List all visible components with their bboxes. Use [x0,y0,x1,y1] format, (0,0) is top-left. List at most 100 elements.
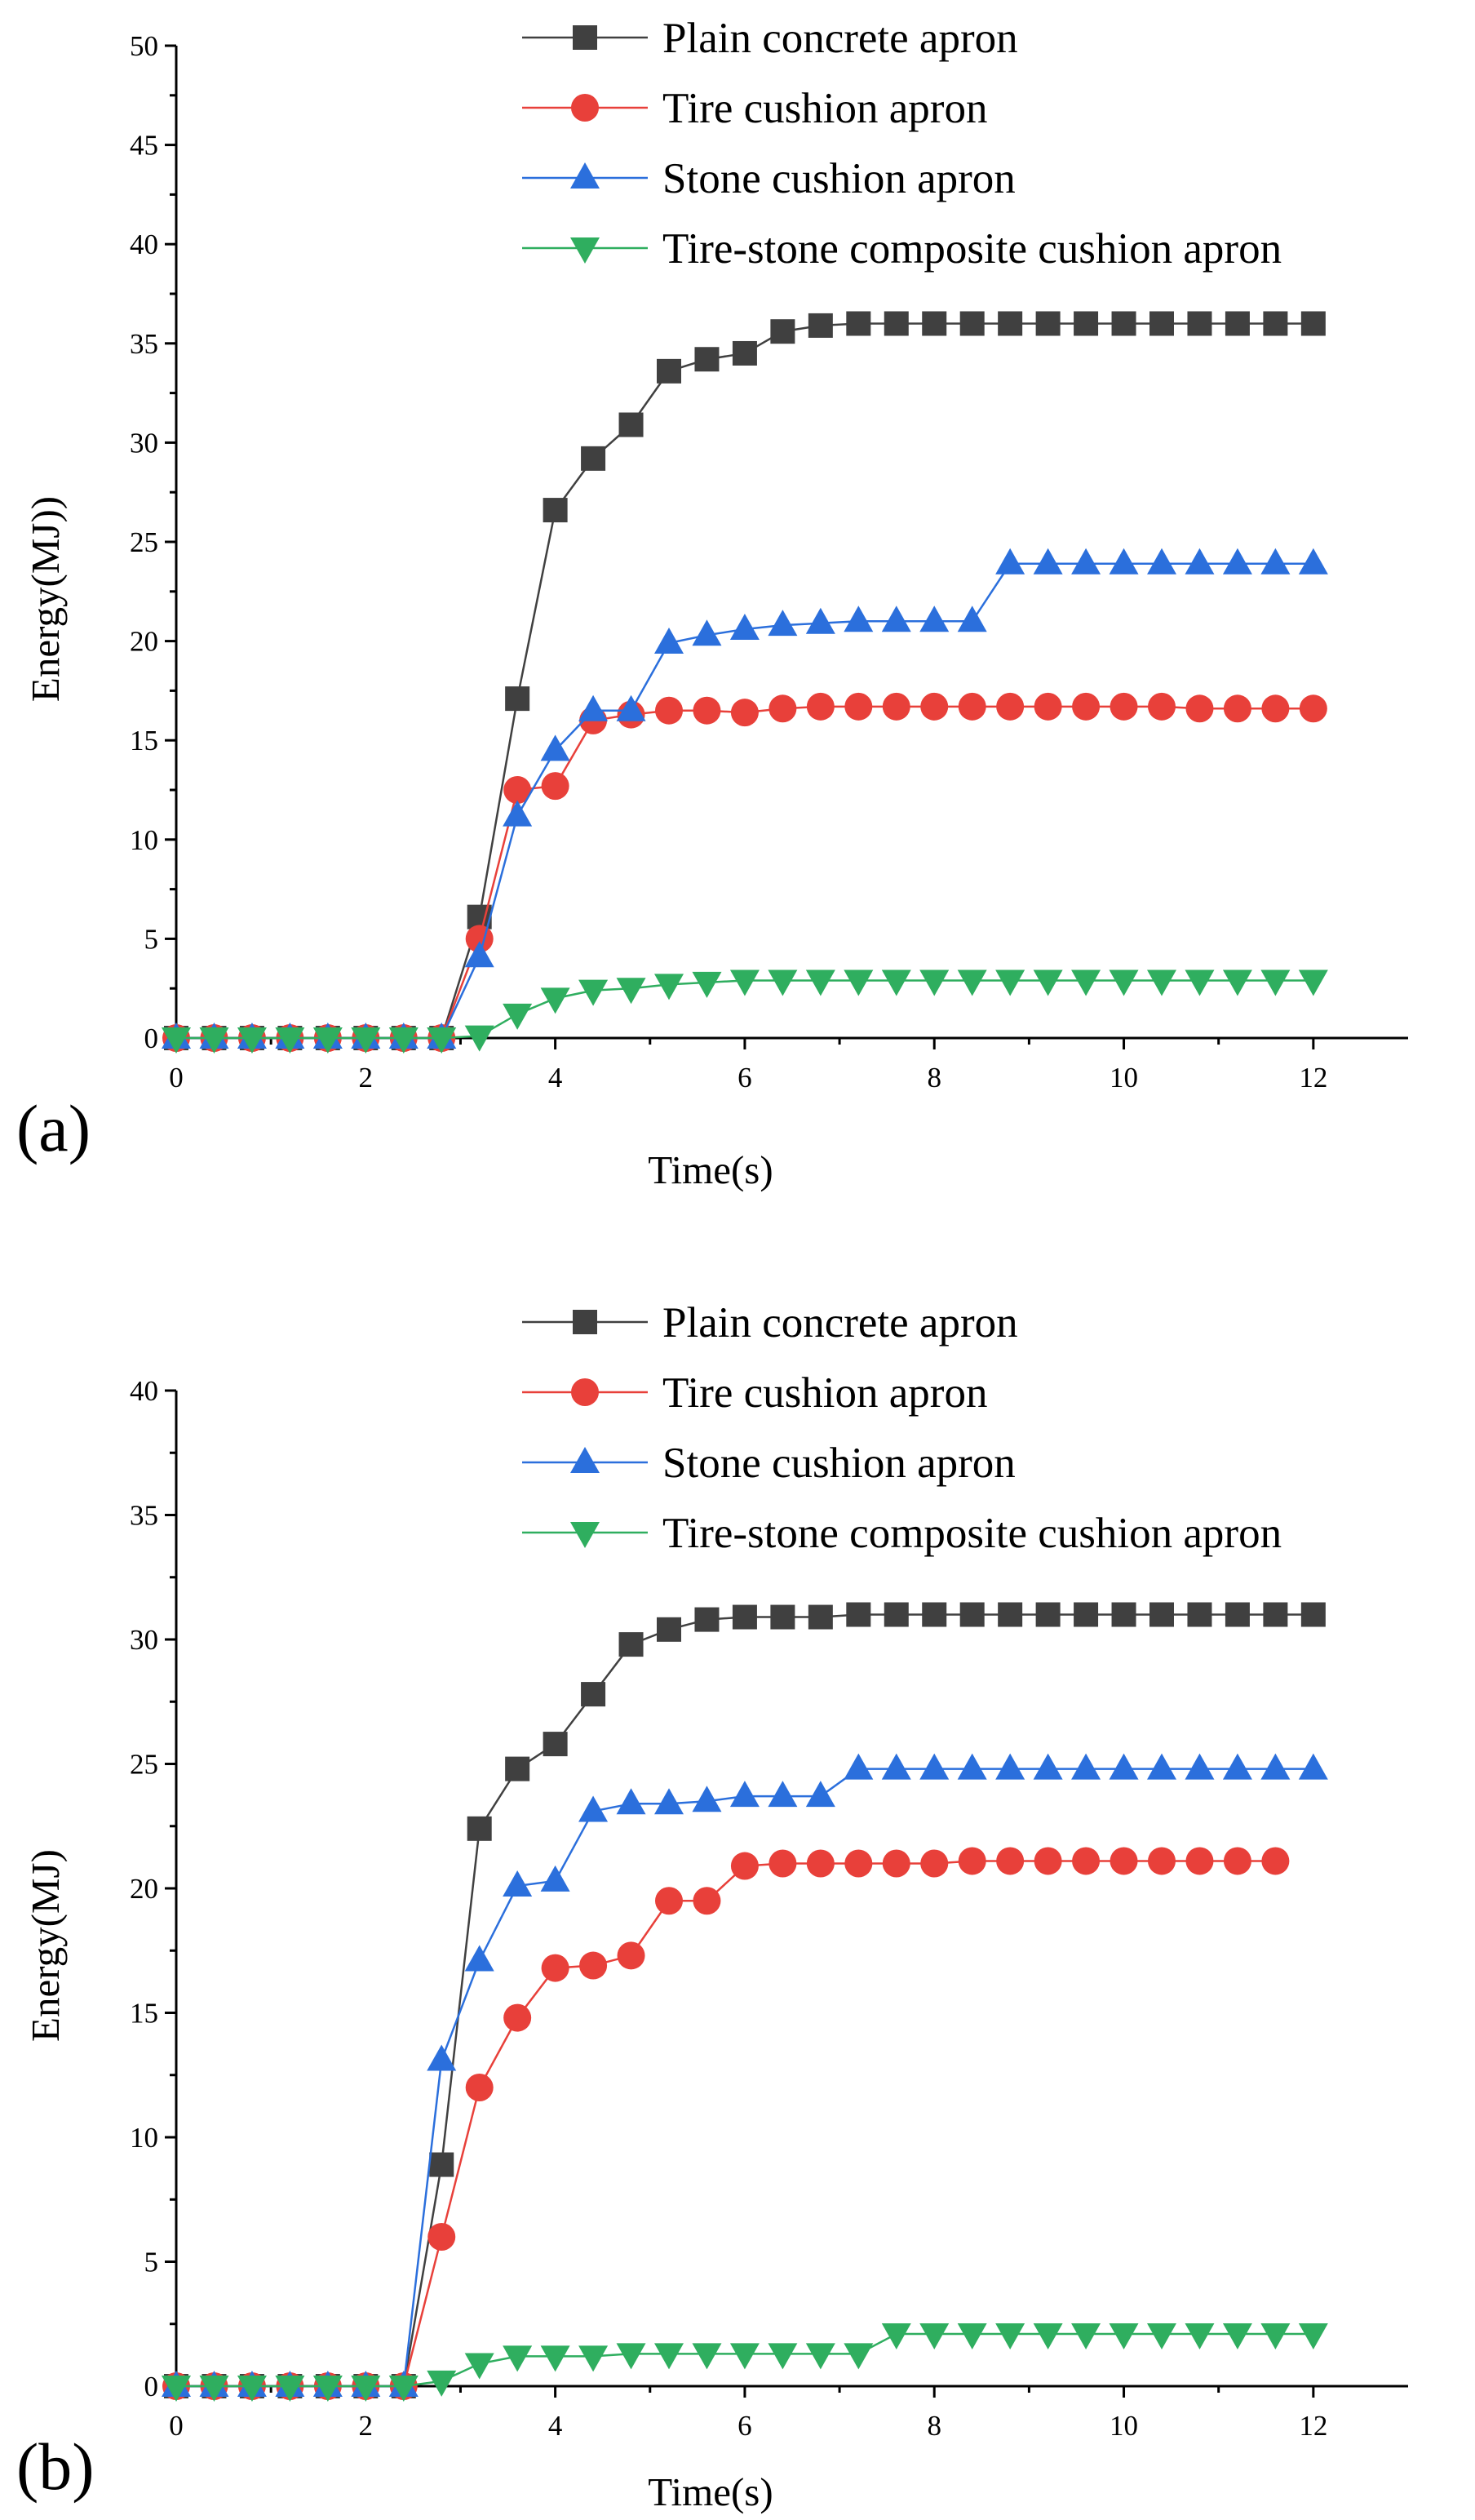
data-point-tire [503,776,532,804]
data-point-composite [692,971,722,998]
data-point-composite [919,969,950,996]
x-tick-label: 2 [359,2410,374,2442]
data-point-plain [884,1602,909,1627]
data-point-stone [805,1781,835,1808]
x-tick-label: 8 [927,1062,941,1094]
data-point-tire [427,2223,456,2251]
data-point-plain [732,340,757,366]
data-point-plain [1300,1602,1326,1627]
data-point-stone [995,1753,1025,1780]
y-tick-label: 20 [130,626,158,658]
data-point-composite [578,979,609,1006]
data-point-composite [995,2323,1025,2349]
data-point-plain [581,446,606,471]
data-point-composite [1147,2323,1176,2349]
y-tick-label: 30 [130,1624,158,1656]
data-point-plain [1035,1602,1061,1627]
data-point-stone [1185,548,1215,575]
legend: Plain concrete apron Tire cushion apron St… [522,15,1282,273]
data-point-composite [1185,2323,1215,2349]
data-point-stone [957,1753,987,1780]
data-point-tire [1110,1847,1138,1875]
data-point-composite [654,2343,684,2370]
data-point-plain [1074,311,1099,336]
data-point-plain [1225,311,1250,336]
data-point-plain [998,1602,1023,1627]
data-point-composite [540,2345,570,2372]
data-point-plain [922,311,947,336]
data-point-composite [768,969,798,996]
data-point-tire [920,1849,949,1878]
data-point-tire [730,1852,759,1880]
data-point-stone [1147,548,1176,575]
y-tick-label: 0 [144,2371,159,2402]
data-point-composite [844,969,874,996]
x-tick-label: 12 [1299,2410,1327,2442]
legend-label-stone: Stone cushion apron [662,1440,1016,1487]
data-point-composite [1260,2323,1291,2349]
data-point-composite [1260,969,1291,996]
data-point-tire [1148,692,1176,721]
data-point-tire [617,1941,645,1970]
y-tick-label: 40 [130,1375,158,1407]
data-point-stone [540,1865,570,1892]
data-point-stone [919,1753,950,1780]
data-point-plain [1149,311,1174,336]
legend-marker-stone [570,1447,600,1473]
data-point-composite [1222,969,1252,996]
x-axis-label: Time(s) [648,1147,773,1192]
data-point-composite [1071,2323,1101,2349]
data-point-tire [655,696,683,725]
data-point-composite [881,969,911,996]
data-point-stone [1033,548,1063,575]
data-point-composite [199,1027,229,1054]
data-point-composite [275,1027,305,1054]
data-point-stone [919,606,950,632]
data-point-plain [770,319,795,344]
data-point-stone [1109,548,1139,575]
data-point-composite [616,978,646,1005]
data-point-stone [1260,548,1291,575]
data-point-plain [1035,311,1061,336]
data-point-stone [578,694,609,721]
data-point-tire [1034,692,1062,721]
data-point-plain [657,1617,681,1642]
legend-marker-composite [570,237,600,264]
data-point-composite [1071,969,1101,996]
data-point-plain [998,311,1023,336]
legend-label-plain: Plain concrete apron [662,1299,1018,1347]
data-point-tire [844,1849,873,1878]
data-point-stone [1298,1753,1328,1780]
y-tick-label: 25 [130,1749,158,1781]
y-tick-label: 45 [130,130,158,162]
data-point-stone [995,548,1025,575]
data-point-composite [388,1027,419,1054]
x-tick-label: 8 [927,2410,941,2442]
y-tick-label: 15 [130,1998,158,2030]
data-point-plain [1187,1602,1212,1627]
data-point-plain [429,2152,454,2177]
x-tick-label: 10 [1110,1062,1138,1094]
x-tick-label: 4 [548,2410,563,2442]
data-point-composite [237,2376,267,2402]
y-tick-label: 35 [130,328,158,360]
data-point-tire [1261,1847,1290,1875]
x-tick-label: 2 [359,1062,374,1094]
data-point-plain [694,347,720,372]
data-point-tire [769,1849,797,1878]
data-point-stone [1071,1753,1101,1780]
data-point-composite [1033,969,1063,996]
data-point-composite [503,2345,533,2372]
data-point-tire [1261,694,1290,723]
data-point-tire [920,692,949,721]
data-point-composite [1033,2323,1063,2349]
data-point-plain [808,313,833,338]
data-point-tire [541,1954,569,1982]
legend-label-plain: Plain concrete apron [662,15,1018,62]
x-tick-label: 12 [1299,1062,1327,1094]
data-point-stone [692,1786,722,1812]
data-point-tire [1072,1847,1101,1875]
data-point-tire [996,692,1025,721]
x-tick-label: 4 [548,1062,563,1094]
